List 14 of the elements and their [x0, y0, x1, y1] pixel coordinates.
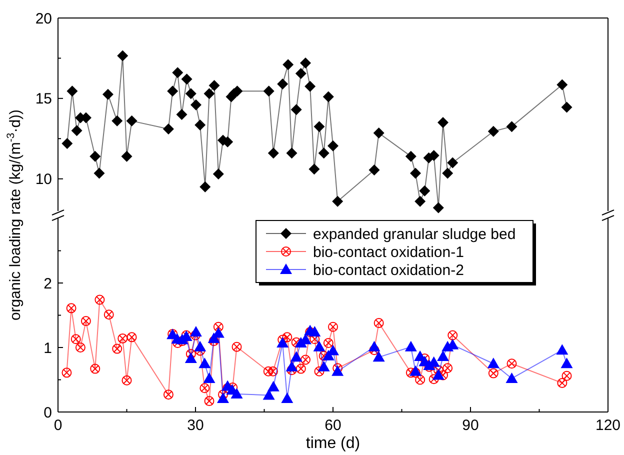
x-tick-label: 90 [462, 417, 479, 434]
legend-label: bio-contact oxidation-1 [313, 244, 464, 261]
x-axis-title: time (d) [306, 435, 360, 452]
y-tick-label: 1 [44, 340, 52, 357]
y-tick-label: 0 [44, 404, 52, 422]
y-tick-label: 10 [35, 171, 52, 188]
y-tick-label: 2 [44, 275, 52, 292]
legend-label: expanded granular sludge bed [313, 226, 516, 243]
y-tick-label: 20 [35, 10, 52, 28]
x-tick-label: 30 [187, 417, 204, 434]
x-tick-label: 120 [595, 417, 621, 434]
x-tick-label: 60 [324, 417, 342, 434]
y-tick-label: 15 [35, 90, 52, 108]
legend-label: bio-contact oxidation-2 [313, 262, 464, 279]
